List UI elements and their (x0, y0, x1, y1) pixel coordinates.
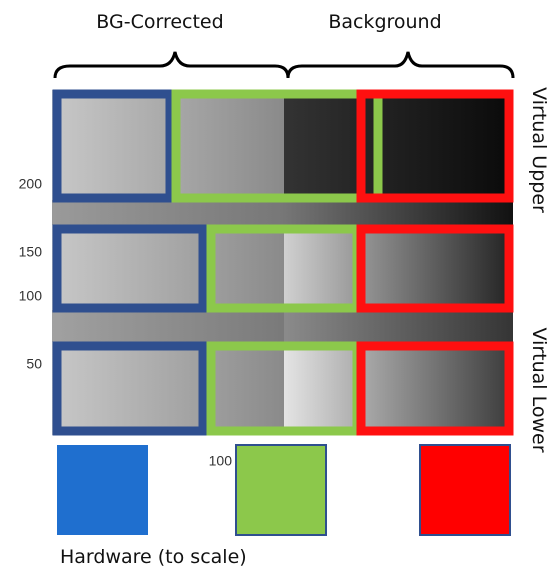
hardware-green (236, 445, 326, 535)
brace (288, 52, 513, 78)
image-region (284, 342, 513, 435)
axis-label: 150 (19, 244, 43, 260)
group-label: BG-Corrected (96, 11, 223, 33)
hardware-red (420, 445, 510, 535)
axis-label: 50 (26, 356, 42, 372)
axis-label: 100 (19, 288, 43, 304)
row-label: Virtual Lower (528, 327, 550, 452)
image-region (52, 200, 513, 225)
scale-label: 100 (209, 453, 233, 469)
caption: Hardware (to scale) (60, 546, 247, 568)
image-region (52, 310, 513, 342)
image (52, 90, 513, 435)
image-region (284, 90, 513, 200)
row-label: Virtual Upper (528, 87, 550, 213)
image-region (284, 225, 513, 310)
brace (55, 52, 288, 78)
hardware-blue (57, 445, 148, 535)
group-label: Background (328, 11, 441, 33)
figure: BG-Corrected Background 200 150 100 50 V… (0, 0, 552, 578)
axis-label: 200 (19, 176, 43, 192)
